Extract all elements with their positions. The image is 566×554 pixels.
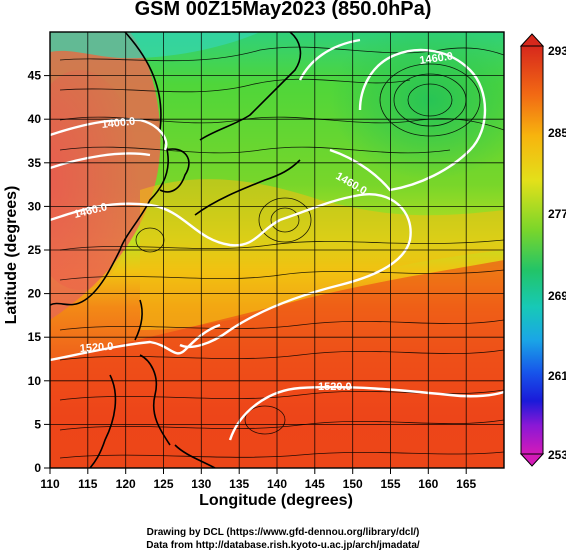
y-tick-label: 45: [28, 69, 42, 83]
colorbar-label: 269: [548, 289, 566, 303]
contour-label: 1520.0: [318, 381, 352, 393]
lat-lon-grid: [50, 32, 504, 468]
colorbar: 293 285 277 269 261 253: [519, 33, 566, 467]
contour-label: 1520.0: [79, 341, 113, 355]
hot-continent: [50, 70, 140, 290]
y-tick-label: 30: [28, 199, 42, 213]
colorbar-labels: 293 285 277 269 261 253: [548, 44, 566, 462]
contour-lines: [50, 38, 504, 441]
x-tick-label: 145: [305, 477, 325, 491]
x-axis-title-text: Longitude (degrees): [199, 492, 353, 509]
y-tick-label: 25: [28, 243, 42, 257]
x-tick-label: 155: [380, 477, 400, 491]
contour-label: 1400.0: [101, 116, 136, 131]
cold-north-edge: [50, 32, 260, 59]
transition-band: [140, 179, 504, 330]
plot-area: 1400.0 1460.0 1460.0 1520.0 1520.0 1460.…: [50, 32, 504, 468]
y-tick-label: 5: [34, 417, 41, 431]
x-tick-labels: 110 115 120 125 130 135 140 145 150 155 …: [40, 477, 476, 491]
colorbar-label: 293: [548, 44, 566, 58]
y-tick-label: 10: [28, 374, 42, 388]
credit-line-drawing: Drawing by DCL (https://www.gfd-dennou.o…: [146, 527, 420, 538]
credit-line-data: Data from http://database.rish.kyoto-u.a…: [146, 540, 420, 551]
x-tick-label: 150: [343, 477, 363, 491]
colorbar-label: 285: [548, 126, 566, 140]
x-tick-label: 110: [40, 477, 60, 491]
coastlines: [50, 32, 302, 468]
colorbar-label: 261: [548, 369, 566, 383]
y-axis-title: Latitude (degrees): [3, 185, 20, 325]
x-axis-title: Longitude (degrees): [0, 492, 566, 510]
axis-ticks: [44, 75, 467, 474]
colorbar-scale: [520, 45, 544, 455]
x-tick-label: 130: [191, 477, 211, 491]
y-tick-label: 40: [28, 112, 42, 126]
x-tick-label: 125: [153, 477, 173, 491]
colorbar-label: 277: [548, 207, 566, 221]
y-tick-label: 20: [28, 287, 42, 301]
colorbar-bottom-arrow: [519, 453, 545, 467]
map-title: GSM 00Z15May2023 (850.0hPa): [134, 0, 432, 20]
x-tick-label: 115: [78, 477, 98, 491]
x-tick-label: 135: [229, 477, 249, 491]
y-tick-label: 15: [28, 330, 42, 344]
y-tick-label: 35: [28, 156, 42, 170]
x-tick-label: 165: [456, 477, 476, 491]
colorbar-top-arrow: [519, 33, 545, 47]
colorbar-label: 253: [548, 448, 566, 462]
contour-label: 1460.0: [419, 50, 454, 67]
x-tick-label: 140: [267, 477, 287, 491]
x-tick-label: 160: [418, 477, 438, 491]
y-tick-labels: 0 5 10 15 20 25 30 35 40 45: [28, 69, 42, 475]
x-tick-label: 120: [116, 477, 136, 491]
y-tick-label: 0: [34, 461, 41, 475]
